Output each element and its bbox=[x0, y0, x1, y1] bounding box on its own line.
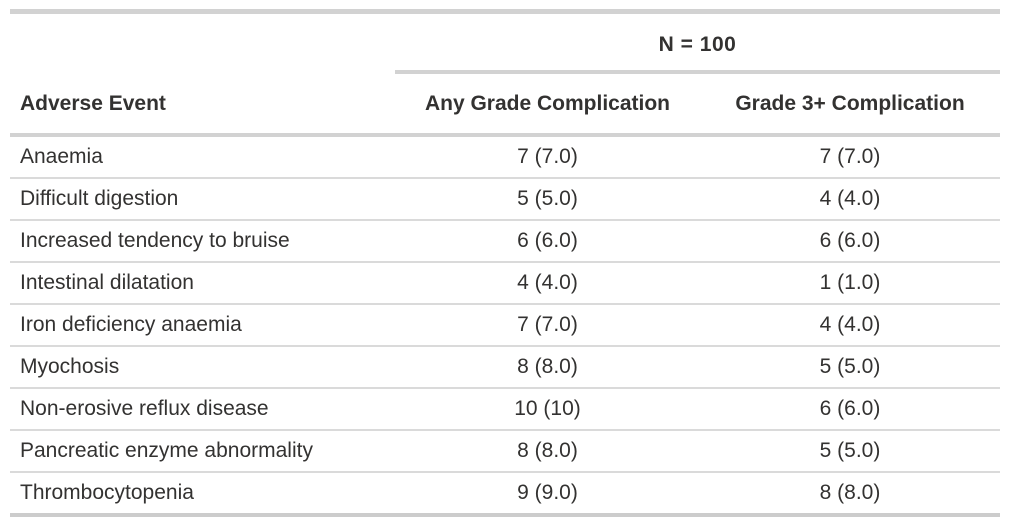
grade-3-plus-cell: 5 (5.0) bbox=[819, 439, 881, 462]
any-grade-cell: 9 (9.0) bbox=[517, 481, 578, 504]
spanner-n-label: N = 100 bbox=[658, 33, 737, 56]
grade-3-plus-cell: 6 (6.0) bbox=[819, 229, 881, 252]
any-grade-cell: 7 (7.0) bbox=[517, 313, 578, 336]
grade-3-plus-cell: 1 (1.0) bbox=[819, 271, 881, 294]
table-row: Intestinal dilatation 4 (4.0) 1 (1.0) bbox=[10, 263, 1000, 305]
table-row: Myochosis 8 (8.0) 5 (5.0) bbox=[10, 347, 1000, 389]
table-top-rule bbox=[10, 9, 1000, 14]
table-row: Iron deficiency anaemia 7 (7.0) 4 (4.0) bbox=[10, 305, 1000, 347]
any-grade-cell: 4 (4.0) bbox=[517, 271, 578, 294]
column-header-any-grade-complication: Any Grade Complication bbox=[424, 91, 671, 115]
adverse-event-cell: Myochosis bbox=[20, 355, 120, 378]
spanner-empty-cell bbox=[10, 14, 395, 74]
any-grade-cell: 8 (8.0) bbox=[517, 439, 578, 462]
adverse-event-cell: Non-erosive reflux disease bbox=[20, 397, 269, 420]
column-header-adverse-event: Adverse Event bbox=[20, 91, 166, 115]
adverse-event-cell: Difficult digestion bbox=[20, 187, 179, 210]
column-header-row: Adverse Event Any Grade Complication Gra… bbox=[10, 74, 1000, 133]
adverse-event-cell: Anaemia bbox=[20, 145, 103, 168]
table-row: Thrombocytopenia 9 (9.0) 8 (8.0) bbox=[10, 473, 1000, 513]
adverse-event-cell: Iron deficiency anaemia bbox=[20, 313, 242, 336]
table-bottom-rule bbox=[10, 513, 1000, 517]
adverse-event-cell: Intestinal dilatation bbox=[20, 271, 194, 294]
table-body: Anaemia 7 (7.0) 7 (7.0) Difficult digest… bbox=[10, 137, 1000, 513]
any-grade-cell: 8 (8.0) bbox=[517, 355, 578, 378]
grade-3-plus-cell: 7 (7.0) bbox=[819, 145, 881, 168]
spanner-underline-rule bbox=[395, 70, 1000, 74]
spanner-area: N = 100 bbox=[395, 14, 1000, 74]
any-grade-cell: 5 (5.0) bbox=[517, 187, 578, 210]
table-row: Non-erosive reflux disease 10 (10) 6 (6.… bbox=[10, 389, 1000, 431]
grade-3-plus-cell: 4 (4.0) bbox=[819, 187, 881, 210]
adverse-event-cell: Increased tendency to bruise bbox=[20, 229, 290, 252]
spanner-row: N = 100 bbox=[10, 14, 1000, 74]
column-header-grade-3-plus-complication: Grade 3+ Complication bbox=[735, 91, 965, 115]
adverse-events-table: N = 100 Adverse Event Any Grade Complica… bbox=[10, 9, 1000, 517]
table-row: Anaemia 7 (7.0) 7 (7.0) bbox=[10, 137, 1000, 179]
adverse-event-cell: Thrombocytopenia bbox=[20, 481, 194, 504]
grade-3-plus-cell: 8 (8.0) bbox=[819, 481, 881, 504]
any-grade-cell: 10 (10) bbox=[514, 397, 581, 420]
any-grade-cell: 6 (6.0) bbox=[517, 229, 578, 252]
table-row: Pancreatic enzyme abnormality 8 (8.0) 5 … bbox=[10, 431, 1000, 473]
grade-3-plus-cell: 6 (6.0) bbox=[819, 397, 881, 420]
any-grade-cell: 7 (7.0) bbox=[517, 145, 578, 168]
table-row: Difficult digestion 5 (5.0) 4 (4.0) bbox=[10, 179, 1000, 221]
header-bottom-rule bbox=[10, 133, 1000, 137]
grade-3-plus-cell: 4 (4.0) bbox=[819, 313, 881, 336]
table-row: Increased tendency to bruise 6 (6.0) 6 (… bbox=[10, 221, 1000, 263]
grade-3-plus-cell: 5 (5.0) bbox=[819, 355, 881, 378]
adverse-event-cell: Pancreatic enzyme abnormality bbox=[20, 439, 313, 462]
